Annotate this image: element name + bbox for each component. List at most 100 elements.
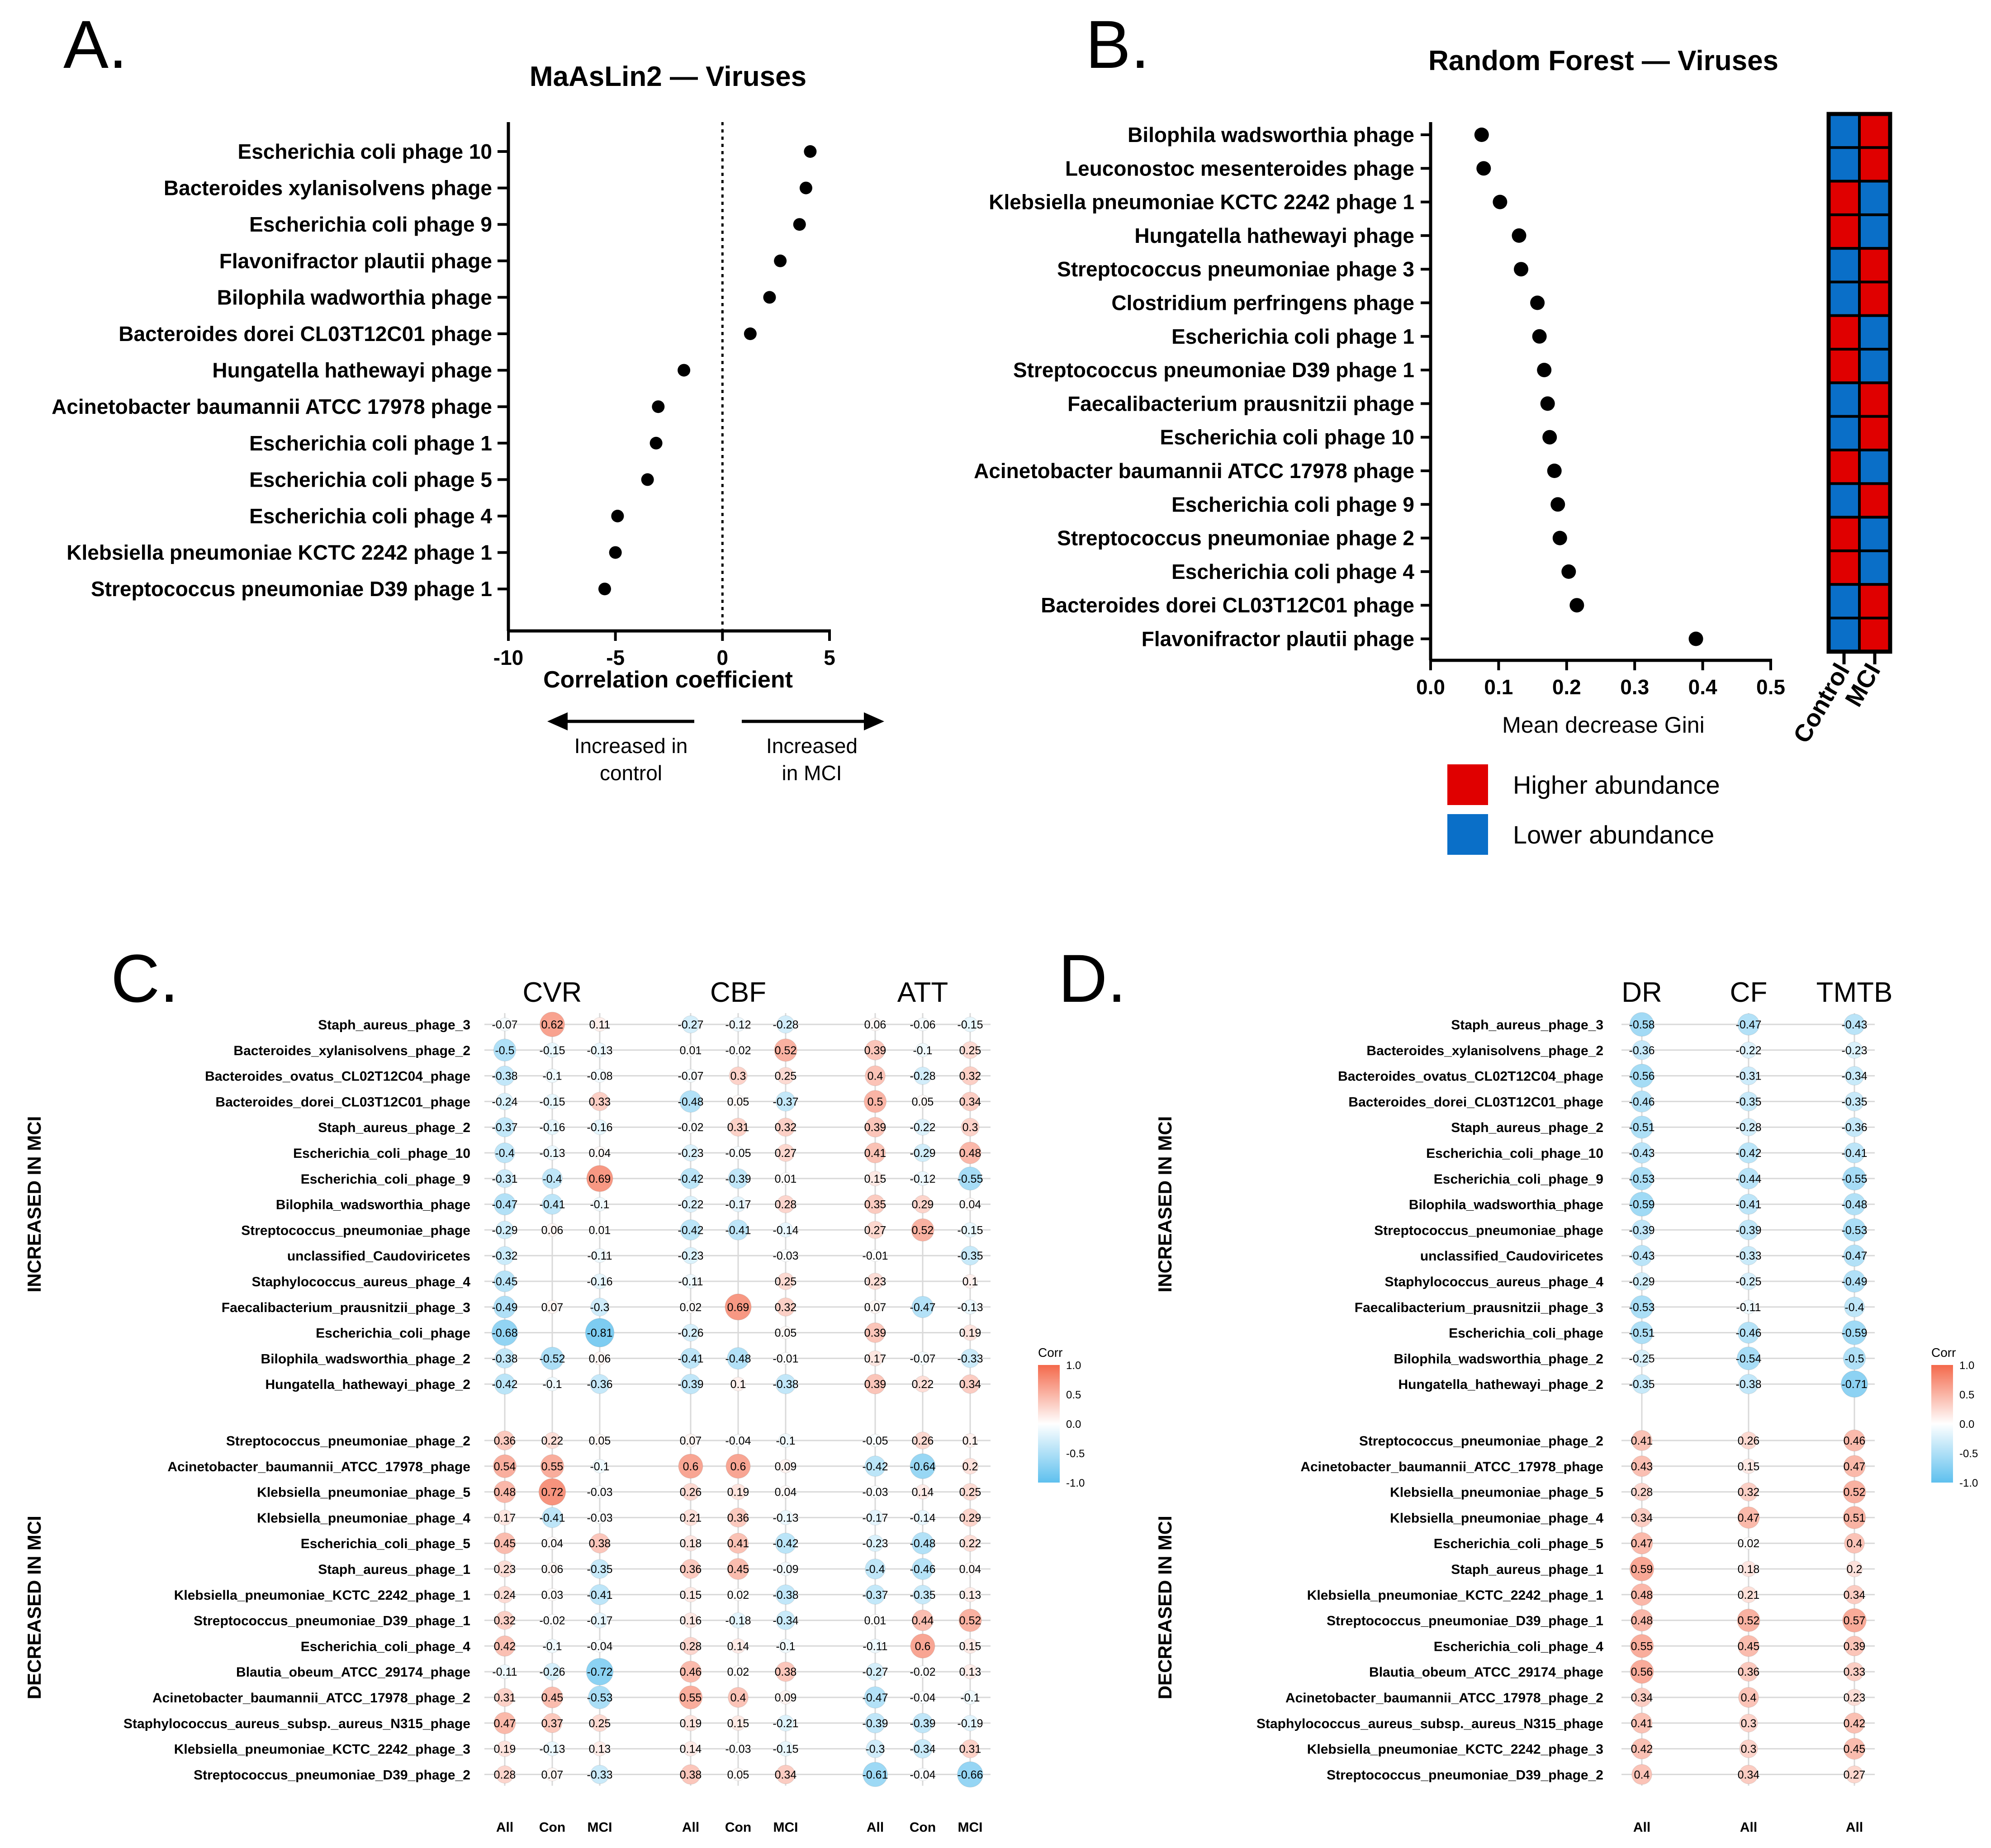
chart-a-x-tick-label: 0: [717, 646, 729, 669]
corr-value-label: 0.13: [959, 1666, 981, 1678]
corr-bubble: [1845, 1688, 1863, 1706]
corr-row-label: Staph_aureus_phage_1: [318, 1562, 470, 1577]
panel-label-d: D.: [1058, 940, 1126, 1016]
corr-bubble: [593, 1069, 607, 1083]
corr-bubble: [1842, 1166, 1867, 1191]
corr-value-label: -0.06: [910, 1019, 936, 1031]
corr-bubble: [494, 1430, 515, 1451]
corr-bubble: [497, 1664, 512, 1679]
chart-a-category-label: Escherichia coli phage 10: [238, 140, 492, 163]
corr-bubble: [496, 1586, 514, 1604]
corr-bubble: [864, 1142, 886, 1164]
corr-bubble: [1631, 1040, 1652, 1060]
corr-bubble: [682, 1015, 700, 1033]
corr-value-label: 0.52: [1738, 1615, 1760, 1627]
heatmap-cell-mci: [1858, 113, 1891, 149]
corr-value-label: 0.34: [1631, 1692, 1653, 1704]
corr-bubble: [590, 1298, 609, 1317]
corr-value-label: -0.02: [910, 1666, 936, 1678]
corr-value-label: 0.31: [494, 1692, 516, 1704]
corr-bubble: [679, 1660, 702, 1683]
corr-group-header: ATT: [897, 977, 948, 1008]
corr-value-label: -0.48: [725, 1352, 751, 1365]
corr-row-label: Klebsiella_pneumoniae_phage_5: [257, 1485, 470, 1500]
corr-bubble: [778, 1459, 793, 1474]
corr-bubble: [495, 1688, 514, 1707]
corr-bubble: [910, 1453, 936, 1479]
corr-value-label: -0.42: [678, 1173, 704, 1185]
corr-bubble: [1631, 1219, 1652, 1241]
corr-bubble: [774, 1038, 797, 1062]
corr-bubble: [684, 1120, 697, 1134]
corr-row-label: Streptococcus_pneumoniae_phage_2: [1359, 1434, 1603, 1449]
corr-bubble: [590, 1765, 610, 1784]
corr-value-label: -0.28: [773, 1019, 799, 1031]
corr-bubble: [725, 1294, 752, 1321]
heatmap-cell-mci: [1858, 449, 1891, 485]
heatmap-cell-mci: [1858, 180, 1891, 216]
corr-legend-tick: 0.5: [1066, 1389, 1081, 1401]
corr-bubble: [777, 1741, 794, 1757]
chart-b-category-label: Escherichia coli phage 4: [1171, 560, 1414, 583]
corr-bubble: [1844, 1066, 1864, 1086]
corr-bubble: [864, 1686, 886, 1709]
panel-c-correlation-heatmap: CVR CBF ATT All Con MCI All Con MCI All Con MCI INCR…: [24, 977, 1085, 1835]
corr-value-label: 0.45: [541, 1692, 564, 1704]
corr-row-label: Klebsiella_pneumoniae_KCTC_2242_phage_1: [1307, 1588, 1603, 1603]
corr-bubble: [1844, 1296, 1865, 1317]
corr-bubble: [493, 1712, 516, 1734]
corr-bubble: [682, 1323, 700, 1342]
corr-bubble: [731, 1767, 745, 1782]
corr-row-label: Escherichia_coli_phage_10: [293, 1146, 470, 1161]
corr-bubble: [1630, 1659, 1654, 1684]
corr-bubble: [544, 1432, 561, 1449]
corr-value-label: 0.28: [494, 1768, 516, 1781]
chart-b-category-label: Streptococcus pneumoniae phage 3: [1057, 257, 1414, 281]
corr-value-label: -0.02: [678, 1121, 704, 1134]
corr-row-label: Blautia_obeum_ATCC_29174_phage: [236, 1665, 470, 1680]
corr-bubble: [1741, 1299, 1756, 1315]
corr-bubble: [962, 1587, 978, 1602]
corr-bubble: [913, 1143, 932, 1162]
corr-row-label: Staph_aureus_phage_2: [1451, 1120, 1603, 1135]
corr-bubble: [1630, 1321, 1654, 1345]
corr-bubble: [1631, 1738, 1653, 1760]
corr-value-label: 0.11: [589, 1019, 611, 1031]
corr-bubble: [682, 1247, 700, 1265]
corr-bubble: [1631, 1583, 1653, 1606]
corr-value-label: -0.03: [725, 1743, 751, 1756]
corr-row-label: Escherichia_coli_phage_9: [301, 1172, 470, 1187]
corr-bubble: [590, 1559, 610, 1579]
corr-row-label: Bilophila_wadsworthia_phage: [1409, 1198, 1603, 1213]
corr-row-label: Streptococcus_pneumoniae_D39_phage_2: [1327, 1767, 1603, 1782]
corr-bubble: [1632, 1687, 1652, 1707]
heatmap-cell-control: [1827, 449, 1861, 485]
corr-bubble: [960, 1066, 980, 1085]
chart-b-category-label: Clostridium perfringens phage: [1111, 291, 1414, 315]
corr-value-label: 0.26: [680, 1486, 702, 1499]
corr-bubble: [865, 1584, 886, 1605]
corr-row-label: Escherichia_coli_phage: [1449, 1326, 1603, 1341]
corr-value-label: -0.46: [1736, 1327, 1762, 1340]
corr-row-label: Faecalibacterium_prausnitzii_phage_3: [1355, 1300, 1603, 1315]
corr-value-label: 0.06: [541, 1224, 564, 1237]
corr-value-label: 0.27: [864, 1224, 886, 1237]
corr-bubble: [545, 1639, 560, 1654]
corr-row-label: Bacteroides_ovatus_CL02T12C04_phage: [205, 1069, 470, 1084]
corr-legend-tick: 0.0: [1959, 1418, 1974, 1431]
corr-bubble: [1742, 1536, 1755, 1550]
corr-value-label: -0.32: [492, 1250, 518, 1262]
corr-value-label: -0.55: [1842, 1173, 1868, 1185]
corr-bubble: [778, 1639, 793, 1654]
chart-a-x-axis-label: Correlation coefficient: [543, 667, 793, 693]
corr-value-label: -0.51: [1629, 1121, 1655, 1134]
corr-bubble: [961, 1508, 980, 1527]
corr-row-label: Escherichia_coli_phage_5: [301, 1536, 470, 1551]
corr-value-label: 0.15: [959, 1640, 981, 1653]
corr-value-label: -0.29: [1629, 1275, 1655, 1288]
corr-value-label: 0.22: [541, 1435, 564, 1447]
corr-value-label: 0.52: [775, 1044, 797, 1057]
corr-row-label: Escherichia_coli_phage: [316, 1326, 470, 1341]
corr-bubble: [1740, 1458, 1757, 1474]
corr-value-label: 0.14: [912, 1486, 934, 1499]
